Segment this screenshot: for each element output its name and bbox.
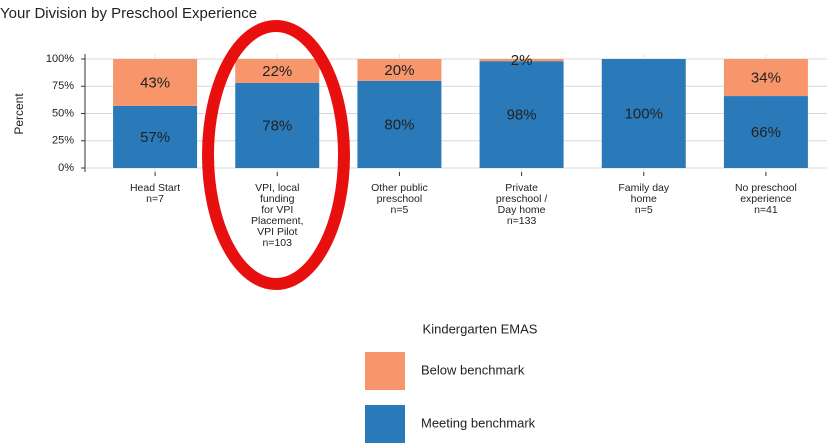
x-tick-label: Placement,: [251, 215, 304, 227]
bar-segment: [479, 61, 564, 168]
y-tick-label: 75%: [52, 80, 74, 92]
y-tick-label: 50%: [52, 107, 74, 119]
bar-segment: [723, 59, 808, 97]
value-label: 66%: [751, 124, 781, 141]
legend-swatch: [365, 352, 405, 390]
legend-swatch: [365, 405, 405, 443]
value-label: 22%: [262, 63, 292, 80]
value-label: 20%: [384, 62, 414, 79]
x-tick-label: funding: [260, 193, 295, 205]
y-axis-label: Percent: [12, 93, 26, 135]
x-tick-label: Day home: [498, 204, 546, 216]
x-tick-label: Private: [505, 182, 538, 194]
bar-segment: [723, 96, 808, 168]
x-tick-label: preschool /: [496, 193, 547, 205]
x-tick-label: n=5: [635, 204, 653, 216]
highlight-ellipse: [202, 20, 350, 290]
x-tick-label: n=7: [146, 193, 164, 205]
x-tick-label: n=41: [754, 204, 778, 216]
value-label: 100%: [625, 105, 663, 122]
x-tick-label: Other public: [371, 182, 428, 194]
x-tick-label: home: [631, 193, 657, 205]
value-label: 2%: [511, 52, 533, 69]
x-tick-label: preschool: [377, 193, 423, 205]
value-label: 43%: [140, 74, 170, 91]
chart-title: Your Division by Preschool Experience: [0, 5, 257, 22]
bar-segment: [601, 59, 686, 168]
y-tick-label: 0%: [58, 162, 74, 174]
value-label: 57%: [140, 129, 170, 146]
value-label: 34%: [751, 69, 781, 86]
bar-segment: [235, 82, 320, 168]
value-label: 78%: [262, 117, 292, 134]
bar-segment: [357, 80, 442, 168]
x-tick-label: experience: [740, 193, 792, 205]
bar-segment: [113, 59, 198, 106]
x-tick-label: Head Start: [130, 182, 180, 194]
x-tick-label: Family day: [618, 182, 670, 194]
y-tick-label: 25%: [52, 135, 74, 147]
legend-label: Below benchmark: [421, 362, 525, 377]
bar-segment: [235, 59, 320, 83]
legend-label: Meeting benchmark: [421, 415, 536, 430]
value-label: 80%: [384, 116, 414, 133]
x-tick-label: n=5: [391, 204, 409, 216]
value-label: 98%: [507, 107, 537, 124]
bar-segment: [357, 59, 442, 81]
x-tick-label: No preschool: [735, 182, 797, 194]
x-tick-label: for VPI: [261, 204, 293, 216]
bar-segment: [113, 105, 198, 168]
x-tick-label: VPI, local: [255, 182, 299, 194]
legend-title: Kindergarten EMAS: [423, 321, 538, 336]
x-tick-label: n=103: [263, 237, 293, 249]
bar-segment: [479, 59, 564, 62]
y-tick-label: 100%: [46, 53, 74, 65]
x-tick-label: VPI Pilot: [257, 226, 297, 238]
x-tick-label: n=133: [507, 215, 537, 227]
